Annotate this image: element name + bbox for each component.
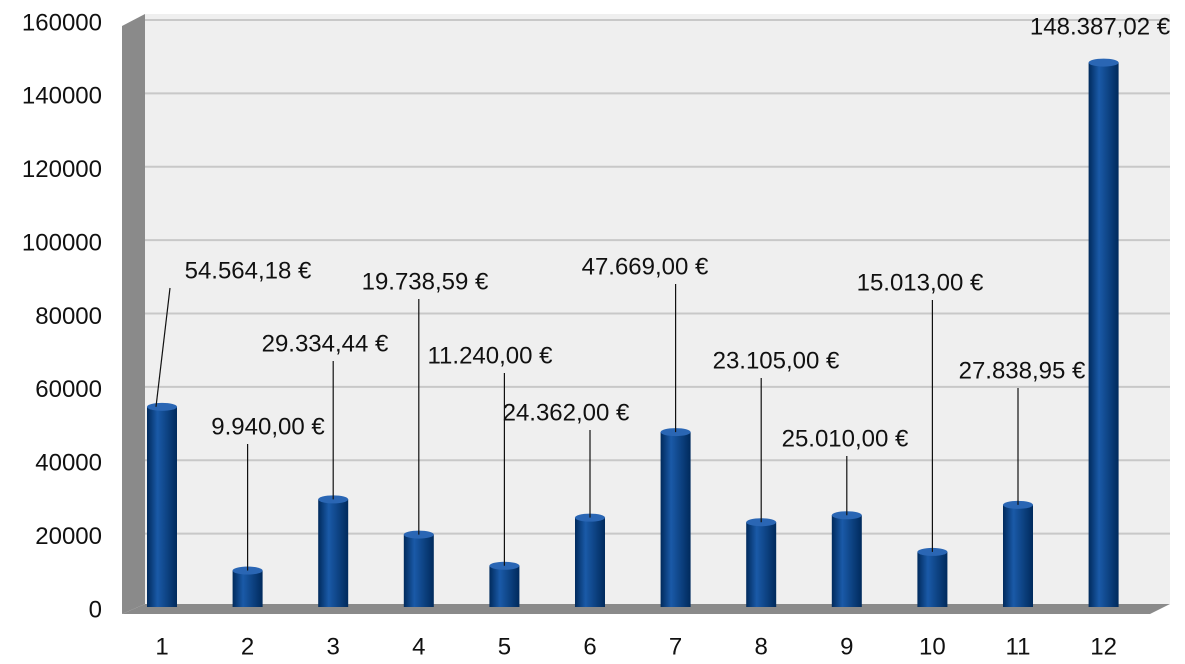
bar-cap [1088, 58, 1119, 67]
left-wall [122, 14, 145, 614]
data-label: 24.362,00 € [503, 399, 630, 426]
bar [232, 570, 263, 607]
bar [147, 406, 177, 607]
bar [917, 551, 948, 607]
data-label: 27.838,95 € [959, 357, 1086, 384]
data-label: 9.940,00 € [211, 413, 325, 440]
y-tick-label: 120000 [22, 156, 102, 183]
y-tick-label: 140000 [22, 83, 102, 110]
data-label: 29.334,44 € [262, 330, 389, 357]
floor [122, 604, 1170, 614]
x-tick-label: 3 [327, 633, 340, 660]
x-tick-label: 7 [669, 633, 682, 660]
y-tick-label: 80000 [35, 303, 102, 330]
y-tick-label: 20000 [35, 523, 102, 550]
leader-line [155, 287, 171, 407]
x-tick-label: 9 [840, 633, 853, 660]
x-tick-label: 5 [498, 633, 511, 660]
bar [575, 517, 605, 607]
x-tick-label: 8 [755, 633, 768, 660]
bar [489, 565, 520, 607]
bar [1088, 62, 1119, 608]
data-label: 54.564,18 € [185, 257, 312, 284]
data-label: 23.105,00 € [713, 347, 840, 374]
data-label: 148.387,02 € [1030, 13, 1171, 40]
x-tick-label: 11 [1006, 633, 1031, 660]
y-tick-label: 160000 [22, 9, 102, 36]
y-tick-label: 40000 [35, 450, 102, 477]
bar-cap [147, 402, 177, 411]
y-tick-label: 0 [89, 596, 102, 623]
data-label: 11.240,00 € [427, 342, 553, 369]
bar [660, 432, 691, 607]
data-label: 19.738,59 € [362, 268, 489, 295]
back-wall [145, 14, 1170, 604]
x-tick-label: 10 [919, 633, 946, 660]
x-tick-label: 4 [412, 633, 425, 660]
bar [318, 499, 349, 607]
y-tick-label: 100000 [22, 229, 102, 256]
y-tick-label: 60000 [35, 376, 102, 403]
bar [403, 534, 434, 607]
x-tick-label: 1 [155, 633, 168, 660]
data-label: 15.013,00 € [857, 269, 984, 296]
x-tick-label: 2 [241, 633, 254, 660]
bar [1003, 504, 1033, 607]
data-label: 25.010,00 € [782, 425, 909, 452]
bar [831, 515, 862, 607]
x-tick-label: 12 [1090, 633, 1117, 660]
data-label: 47.669,00 € [582, 253, 709, 280]
bar [746, 522, 777, 607]
x-tick-label: 6 [583, 633, 596, 660]
